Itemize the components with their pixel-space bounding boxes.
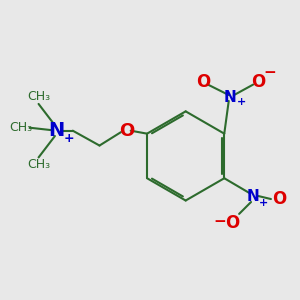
Text: O: O <box>272 190 286 208</box>
Text: CH₃: CH₃ <box>9 121 32 134</box>
Text: O: O <box>196 73 211 91</box>
Text: −: − <box>213 214 226 229</box>
Text: N: N <box>48 121 64 140</box>
Text: O: O <box>226 214 240 232</box>
Text: N: N <box>224 90 237 105</box>
Text: N: N <box>246 189 259 204</box>
Text: CH₃: CH₃ <box>27 158 50 171</box>
Text: O: O <box>251 73 266 91</box>
Text: +: + <box>259 199 268 208</box>
Text: CH₃: CH₃ <box>27 90 50 103</box>
Text: O: O <box>118 122 134 140</box>
Text: +: + <box>64 132 74 145</box>
Text: −: − <box>263 65 276 80</box>
Text: +: + <box>237 98 246 107</box>
